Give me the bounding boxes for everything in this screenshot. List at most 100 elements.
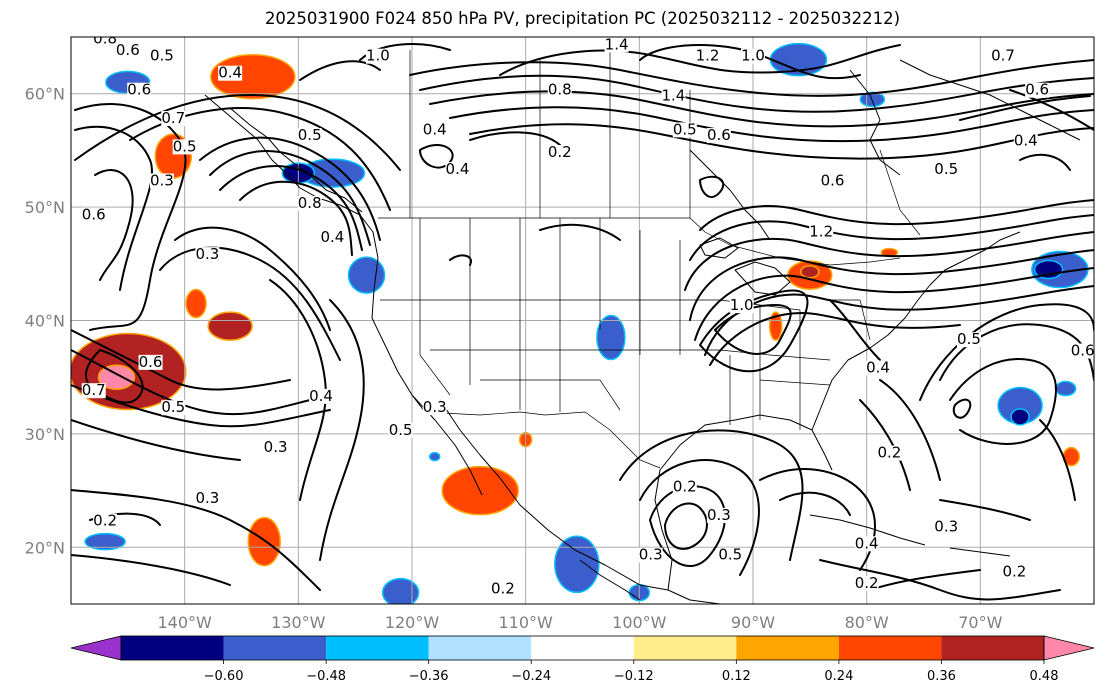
precip-anomaly-area	[596, 314, 626, 361]
svg-text:0.5: 0.5	[161, 398, 185, 416]
colorbar-segment	[223, 636, 327, 660]
colorbar-segment	[633, 636, 737, 660]
svg-text:0.6: 0.6	[82, 205, 106, 223]
contour-label: 0.4	[866, 359, 891, 377]
contour-label: 0.7	[161, 109, 186, 127]
colorbar-tick-label: 0.12	[722, 669, 751, 684]
svg-text:0.4: 0.4	[446, 160, 470, 178]
contour-label: 0.6	[1025, 81, 1050, 99]
contour-label: 0.7	[81, 381, 106, 399]
colorbar-segment	[121, 636, 224, 660]
svg-text:0.2: 0.2	[548, 143, 572, 161]
contour-label: 0.4	[445, 160, 470, 178]
svg-text:0.6: 0.6	[707, 126, 731, 144]
svg-text:0.3: 0.3	[150, 171, 174, 189]
colorbar-segment	[326, 636, 429, 660]
contour-label: 0.5	[149, 47, 174, 65]
precip-anomaly-area	[97, 364, 136, 390]
colorbar-tick-label: 0.36	[927, 669, 956, 684]
contour-label: 0.6	[115, 41, 140, 59]
lat-tick-label: 20°N	[25, 538, 65, 557]
svg-text:0.2: 0.2	[673, 478, 697, 496]
contour-label: 0.2	[877, 444, 902, 462]
contour-label: 0.4	[854, 534, 879, 552]
svg-text:0.2: 0.2	[877, 444, 901, 462]
contour-label: 0.3	[934, 517, 959, 535]
contour-label: 0.5	[388, 421, 413, 439]
map-title: 2025031900 F024 850 hPa PV, precipitatio…	[264, 9, 901, 28]
contour-label: 0.2	[490, 580, 515, 598]
contour-label: 0.3	[706, 506, 731, 524]
svg-text:0.4: 0.4	[309, 387, 333, 405]
precip-anomaly-area	[247, 516, 281, 567]
colorbar: −0.60 −0.48 −0.36 −0.24 −0.12 0.12 0.24 0.36 0.4…	[70, 635, 1095, 684]
svg-text:0.8: 0.8	[93, 30, 117, 48]
colorbar-segment	[428, 636, 532, 660]
svg-text:0.6: 0.6	[116, 41, 140, 59]
contour-label: 0.3	[638, 546, 663, 564]
colorbar-segment	[838, 636, 942, 660]
contour-label: 0.2	[93, 512, 118, 530]
contour-label: 0.2	[672, 478, 697, 496]
svg-text:1.0: 1.0	[366, 47, 390, 65]
svg-text:0.2: 0.2	[93, 512, 117, 530]
contour-label: 0.3	[195, 489, 220, 507]
svg-text:0.4: 0.4	[423, 120, 447, 138]
contour-label: 0.5	[297, 126, 322, 144]
contour-label: 1.4	[604, 35, 629, 53]
colorbar-tick-label: 0.48	[1030, 669, 1059, 684]
svg-text:1.4: 1.4	[605, 35, 629, 53]
colorbar-extend-low	[70, 635, 122, 661]
svg-text:0.7: 0.7	[82, 381, 106, 399]
svg-text:0.3: 0.3	[264, 438, 288, 456]
colorbar-tick-label: −0.60	[204, 669, 244, 684]
svg-text:0.7: 0.7	[991, 47, 1015, 65]
contour-label: 0.5	[161, 398, 186, 416]
contour-label: 0.2	[854, 574, 879, 592]
contour-label: 1.2	[695, 47, 720, 65]
precip-anomaly-area	[381, 577, 420, 604]
colorbar-tick-label: −0.48	[306, 669, 346, 684]
svg-text:0.5: 0.5	[389, 421, 413, 439]
svg-text:0.4: 0.4	[855, 534, 879, 552]
lon-tick-label: 110°W	[498, 613, 553, 632]
svg-text:0.3: 0.3	[639, 546, 663, 564]
precip-anomaly-area	[800, 264, 820, 279]
svg-text:0.5: 0.5	[957, 330, 981, 348]
svg-text:0.5: 0.5	[673, 120, 697, 138]
contour-label: 0.6	[138, 353, 163, 371]
latitude-labels: 60°N 50°N 40°N 30°N 20°N	[25, 85, 65, 558]
contour-label: 0.7	[991, 47, 1016, 65]
colorbar-extend-high	[1043, 635, 1095, 661]
precip-anomaly-area	[768, 311, 783, 341]
contour-label: 0.2	[547, 143, 572, 161]
svg-text:0.4: 0.4	[1014, 132, 1038, 150]
contour-label: 0.5	[672, 120, 697, 138]
lon-tick-label: 100°W	[612, 613, 667, 632]
svg-text:0.3: 0.3	[195, 245, 219, 263]
contour-label: 0.5	[956, 330, 981, 348]
svg-text:0.3: 0.3	[423, 398, 447, 416]
contour-label: 0.6	[706, 126, 731, 144]
precip-anomaly-area	[1054, 380, 1077, 397]
contour-label: 0.4	[320, 228, 345, 246]
svg-text:0.5: 0.5	[150, 47, 174, 65]
svg-text:0.3: 0.3	[195, 489, 219, 507]
contour-label: 0.6	[127, 81, 152, 99]
contour-label: 1.2	[809, 222, 834, 240]
colorbar-segment	[941, 636, 1044, 660]
svg-text:0.7: 0.7	[161, 109, 185, 127]
contour-label: 0.4	[218, 64, 243, 82]
contour-label: 0.8	[93, 30, 118, 48]
svg-text:0.3: 0.3	[707, 506, 731, 524]
lon-tick-label: 130°W	[271, 613, 326, 632]
svg-text:0.3: 0.3	[934, 517, 958, 535]
contour-label: 0.5	[172, 137, 197, 155]
contour-label: 1.4	[661, 86, 686, 104]
contour-label: 0.2	[1002, 563, 1027, 581]
svg-text:0.6: 0.6	[821, 171, 845, 189]
contour-label: 0.6	[1070, 342, 1094, 360]
contour-label: 1.0	[741, 47, 765, 65]
precip-anomaly-area	[84, 532, 126, 551]
